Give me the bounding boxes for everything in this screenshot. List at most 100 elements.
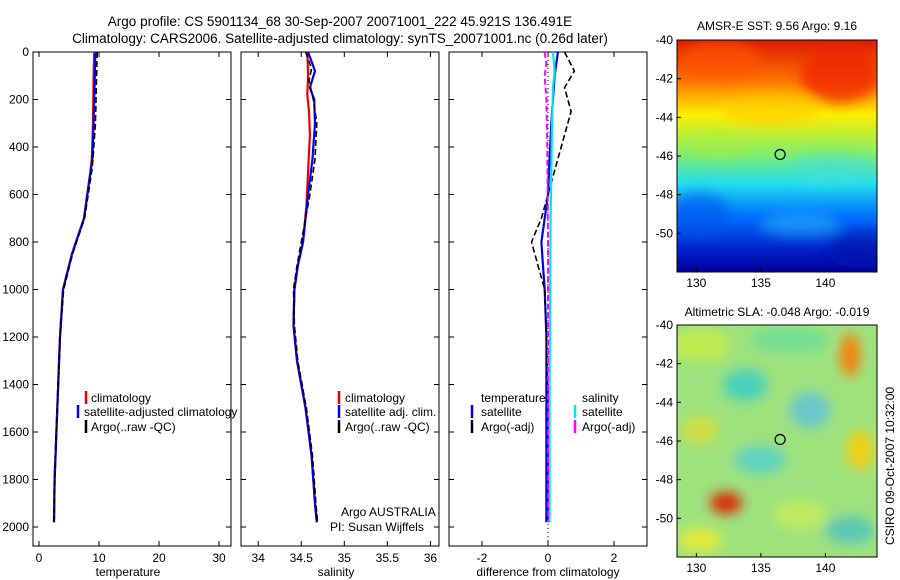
legend-text-temp-argo: Argo(-adj) [481, 420, 534, 434]
x-tick-label: 35 [338, 551, 352, 565]
salinity-chart: 34 34.5 35 35.5 36 [241, 51, 439, 565]
sla-blob [750, 328, 830, 352]
sla-blob [677, 329, 730, 361]
legend-text-satellite: satellite adj. clim. [345, 405, 436, 419]
map-x-tick-label: 140 [815, 561, 835, 575]
temperature-plot-area [32, 51, 232, 547]
legend-title-salinity: salinity [582, 391, 619, 405]
sla-axes: 130 135 140 -40 -42 -44 -46 -48 -50 [656, 318, 836, 575]
legend-text-temp-satellite: satellite [481, 405, 522, 419]
y-tick-label: 0 [22, 45, 29, 59]
salinity-legend: climatology satellite adj. clim. Argo(..… [337, 391, 436, 434]
sla-blob [710, 492, 742, 514]
legend-text-satellite: satellite-adjusted climatology [84, 405, 237, 419]
legend-text-climatology: climatology [345, 391, 405, 405]
legend-text-argo: Argo(..raw -QC) [91, 420, 176, 434]
temperature-xlabel: temperature [96, 565, 161, 579]
x-tick-label: 36 [424, 551, 438, 565]
y-tick-label: 1800 [2, 473, 29, 487]
y-tick-label: 1200 [2, 330, 29, 344]
sst-texture [677, 42, 877, 268]
sst-blob [800, 47, 877, 103]
map-y-tick-label: -40 [656, 318, 674, 332]
y-tick-label: 2000 [2, 520, 29, 534]
x-tick-label: 0 [545, 551, 552, 565]
map-y-tick-label: -50 [656, 511, 674, 525]
map-y-tick-label: -40 [656, 33, 674, 47]
sla-blob [846, 430, 874, 470]
map-y-tick-label: -42 [656, 72, 674, 86]
legend-text-climatology: climatology [91, 391, 151, 405]
series-line-satellite-adj-clim- [292, 51, 318, 523]
sla-blob [678, 528, 722, 552]
sst-axes: 130 135 140 -40 -42 -44 -46 -48 -50 [656, 33, 836, 290]
legend-text-sal-argo: Argo(-adj) [582, 420, 635, 434]
sla-map [677, 325, 877, 557]
sla-blob [790, 392, 830, 428]
y-tick-label: 1400 [2, 378, 29, 392]
map-x-tick-label: 130 [686, 561, 706, 575]
map-y-tick-label: -44 [656, 395, 674, 409]
map-y-tick-label: -42 [656, 357, 674, 371]
map-x-tick-label: 135 [751, 561, 771, 575]
sla-blob [774, 501, 826, 529]
y-tick-label: 600 [9, 188, 29, 202]
map-y-tick-label: -48 [656, 188, 674, 202]
x-tick-label: 30 [212, 551, 226, 565]
difference-xlabel: difference from climatology [476, 565, 619, 579]
temperature-legend: climatology satellite-adjusted climatolo… [76, 391, 237, 434]
argo-location-marker [774, 148, 786, 161]
y-tick-label: 1600 [2, 425, 29, 439]
map-y-tick-label: -50 [656, 226, 674, 240]
title-line-1: Argo profile: CS 5901134_68 30-Sep-2007 … [108, 14, 572, 29]
map-y-tick-label: -48 [656, 473, 674, 487]
series-line-climatology [292, 51, 318, 523]
difference-temperature-legend: temperature satellite Argo(-adj) [470, 391, 546, 434]
x-tick-label: 34.5 [290, 551, 314, 565]
map-x-tick-label: 130 [686, 276, 706, 290]
x-tick-label: 2 [611, 551, 618, 565]
y-tick-label: 400 [9, 140, 29, 154]
csiro-timestamp: CSIRO 09-Oct-2007 10:32:00 [883, 387, 897, 545]
x-tick-label: 0 [36, 551, 43, 565]
series-line-salinity-satellite [548, 51, 556, 523]
series-line-argo-raw-qc- [292, 51, 319, 523]
sst-map [677, 40, 877, 272]
sla-blob [723, 369, 767, 401]
sst-blob [790, 154, 870, 186]
series-line-climatology [52, 51, 96, 523]
map-y-tick-label: -46 [656, 149, 674, 163]
difference-chart: -2 0 2 [449, 51, 647, 565]
sst-blob [720, 95, 820, 125]
pi-note: PI: Susan Wijffels [330, 520, 424, 534]
legend-text-argo: Argo(..raw -QC) [345, 420, 430, 434]
sst-blob [680, 42, 760, 78]
x-tick-label: 34 [252, 551, 266, 565]
map-x-tick-label: 140 [815, 276, 835, 290]
sst-map-title: AMSR-E SST: 9.56 Argo: 9.16 [697, 19, 857, 33]
sla-blob [825, 516, 875, 544]
sla-blob [734, 446, 786, 474]
x-tick-label: -2 [477, 551, 488, 565]
sla-map-title: Altimetric SLA: -0.048 Argo: -0.019 [685, 305, 870, 319]
salinity-plot-area [240, 51, 440, 547]
x-tick-label: 35.5 [376, 551, 400, 565]
y-tick-label: 1000 [2, 283, 29, 297]
temperature-chart: 0 10 20 30 0 200 400 600 800 1000 1200 1400 1600 1800… [2, 45, 231, 565]
map-y-tick-label: -44 [656, 110, 674, 124]
title-line-2: Climatology: CARS2006. Satellite-adjuste… [72, 31, 608, 46]
x-tick-label: 10 [92, 551, 106, 565]
sla-texture [677, 328, 875, 552]
sst-blob [677, 193, 730, 237]
salinity-xlabel: salinity [318, 565, 355, 579]
sla-blob [682, 416, 718, 444]
x-tick-label: 20 [152, 551, 166, 565]
legend-text-sal-satellite: satellite [582, 405, 623, 419]
sst-blob [690, 131, 750, 159]
argo-australia-note: Argo AUSTRALIA [341, 505, 436, 519]
series-line-argo-raw-qc- [53, 51, 98, 523]
legend-title-temperature: temperature [481, 391, 546, 405]
map-y-tick-label: -46 [656, 434, 674, 448]
difference-salinity-legend: salinity satellite Argo(-adj) [573, 391, 635, 434]
sst-blob [825, 232, 877, 268]
